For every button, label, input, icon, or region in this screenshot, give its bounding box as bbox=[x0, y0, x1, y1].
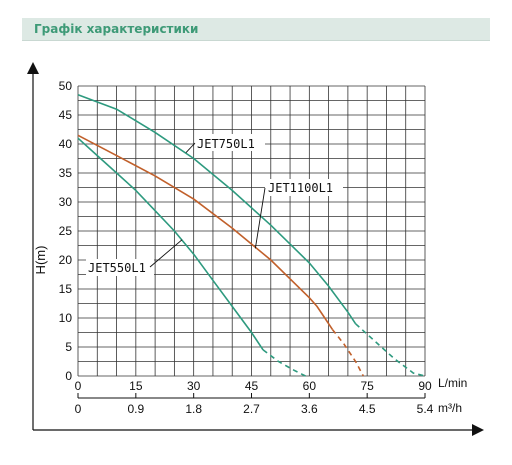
x2-tick-label: 3.6 bbox=[301, 402, 318, 416]
x2-tick-label: 2.7 bbox=[243, 402, 260, 416]
x-tick-label: 30 bbox=[187, 379, 201, 393]
x-tick-label: 75 bbox=[360, 379, 374, 393]
series-leader-line bbox=[185, 142, 196, 154]
y-tick-label: 20 bbox=[59, 253, 73, 267]
series-line bbox=[77, 93, 357, 325]
series-line-dashed bbox=[331, 329, 365, 377]
x2-tick-label: 5.4 bbox=[417, 402, 434, 416]
x2-tick-label: 4.5 bbox=[359, 402, 376, 416]
y-tick-label: 15 bbox=[59, 282, 73, 296]
x2-unit-label: m³/h bbox=[438, 401, 462, 415]
series-line-dashed bbox=[262, 349, 306, 377]
x-tick-label: 45 bbox=[245, 379, 259, 393]
x2-tick-label: 0 bbox=[75, 402, 82, 416]
x-tick-label: 0 bbox=[75, 379, 82, 393]
series-line-dashed bbox=[355, 323, 426, 377]
y-tick-label: 10 bbox=[59, 311, 73, 325]
x-tick-label: 15 bbox=[129, 379, 143, 393]
series-line bbox=[77, 137, 264, 351]
series-label: JET1100L1 bbox=[268, 181, 333, 195]
chart-header-bar: Графік характеристики bbox=[22, 18, 490, 41]
series-label-bg bbox=[86, 259, 154, 276]
y-tick-label: 5 bbox=[65, 340, 72, 354]
series-label-bg bbox=[195, 134, 265, 151]
chart-header-title: Графік характеристики bbox=[34, 22, 199, 36]
x-tick-label: 90 bbox=[418, 379, 432, 393]
x2-tick-label: 1.8 bbox=[185, 402, 202, 416]
series-label: JET750L1 bbox=[197, 137, 255, 151]
x-unit-label: L/min bbox=[438, 376, 467, 390]
series-leader-line bbox=[254, 187, 266, 249]
series-lines bbox=[77, 93, 426, 377]
series-leader-line bbox=[149, 239, 183, 268]
y-tick-label: 25 bbox=[59, 224, 73, 238]
y-tick-label: 40 bbox=[59, 137, 73, 151]
series-labels: H(m) L/min m³/h JET750L1 JET1100L1 JET550L… bbox=[33, 134, 467, 415]
y-axis-title: H(m) bbox=[33, 246, 48, 275]
y-tick-label: 35 bbox=[59, 166, 73, 180]
y-tick-label: 30 bbox=[59, 195, 73, 209]
series-label-bg bbox=[265, 179, 343, 196]
y-tick-label: 50 bbox=[59, 79, 73, 93]
series-label: JET550L1 bbox=[88, 261, 146, 275]
series-line bbox=[77, 134, 334, 331]
y-tick-label: 0 bbox=[65, 369, 72, 383]
y-tick-label: 45 bbox=[59, 108, 73, 122]
tick-labels: 0 5 10 15 20 25 30 35 40 45 50 0 15 30 45 60 75 90 0 0.9 1.8… bbox=[59, 79, 434, 416]
x2-tick-label: 0.9 bbox=[127, 402, 144, 416]
grid-lines bbox=[77, 85, 426, 377]
x-tick-label: 60 bbox=[303, 379, 317, 393]
